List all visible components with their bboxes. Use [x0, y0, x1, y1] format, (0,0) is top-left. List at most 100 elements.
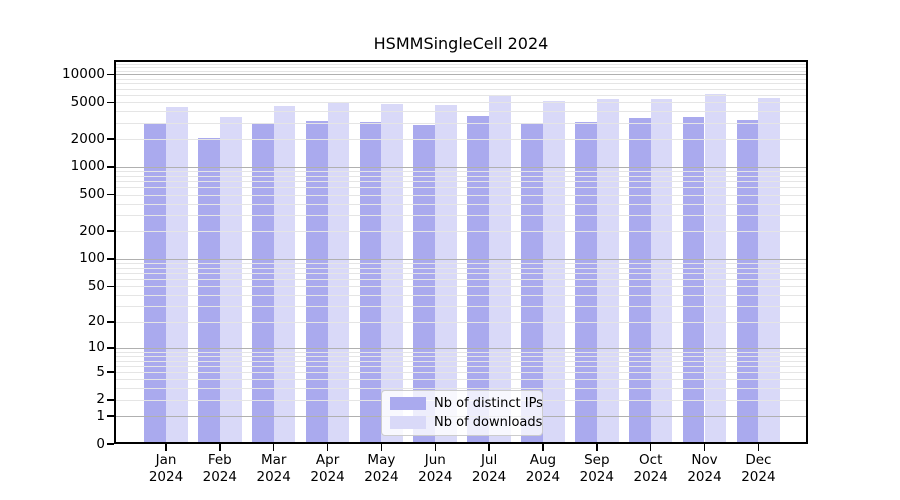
legend-item-distinct-ips: Nb of distinct IPs: [390, 396, 543, 411]
bar-distinct-ips: [736, 120, 759, 444]
x-tick: [488, 444, 490, 451]
legend: Nb of distinct IPs Nb of downloads: [381, 390, 543, 436]
legend-label-distinct-ips: Nb of distinct IPs: [434, 396, 543, 411]
x-tick: [219, 444, 221, 451]
minor-gridline: [114, 78, 808, 80]
bar-downloads: [542, 101, 565, 444]
bar-downloads: [273, 106, 296, 444]
legend-swatch-distinct-ips: [390, 397, 426, 410]
minor-gridline: [114, 351, 808, 353]
y-tick: [107, 258, 114, 260]
y-tick-label: 500: [79, 186, 105, 202]
minor-gridline: [114, 321, 808, 323]
x-tick-label: Jul 2024: [471, 452, 507, 485]
bar-downloads: [219, 116, 242, 444]
minor-gridline: [114, 67, 808, 69]
x-tick-label: Feb 2024: [202, 452, 237, 485]
y-tick: [107, 371, 114, 373]
y-tick: [107, 321, 114, 323]
minor-gridline: [114, 139, 808, 140]
minor-gridline: [114, 83, 808, 85]
x-tick-label: Jun 2024: [418, 452, 453, 485]
minor-gridline: [114, 181, 808, 183]
y-tick-label: 2: [96, 391, 105, 408]
minor-gridline: [114, 194, 808, 196]
minor-gridline: [114, 175, 808, 177]
x-tick-label: Jan 2024: [148, 452, 184, 485]
y-tick: [107, 166, 114, 168]
bar-distinct-ips: [682, 116, 705, 444]
y-tick-label: 20: [87, 313, 105, 330]
y-tick-label: 10: [87, 339, 105, 356]
y-tick-label: 100: [79, 250, 105, 267]
legend-label-downloads: Nb of downloads: [434, 415, 543, 430]
minor-gridline: [114, 122, 808, 124]
y-tick: [107, 138, 114, 140]
plot-area: 10000 5000 2000 1000 500 200 100 50 20 10 5 2 1 0 Jan…: [62, 60, 808, 485]
minor-gridline: [114, 388, 808, 390]
minor-gridline: [114, 306, 808, 308]
y-tick: [107, 347, 114, 349]
minor-gridline: [114, 379, 808, 381]
x-tick: [380, 444, 383, 451]
bar-downloads: [704, 94, 727, 444]
x-tick: [542, 444, 544, 451]
x-tick-label: Mar 2024: [256, 452, 291, 485]
major-gridline: [114, 166, 808, 168]
x-tick-label: Apr 2024: [310, 452, 345, 485]
minor-gridline: [114, 203, 808, 205]
y-tick-label: 1: [96, 407, 105, 424]
bar-downloads: [166, 106, 188, 444]
y-tick-label: 10000: [62, 65, 105, 82]
bar-distinct-ips: [575, 121, 597, 444]
y-tick-label: 0: [96, 435, 105, 452]
minor-gridline: [114, 215, 808, 216]
minor-gridline: [114, 231, 808, 233]
y-tick: [107, 101, 114, 103]
minor-gridline: [114, 263, 808, 264]
bar-distinct-ips: [198, 138, 220, 444]
minor-gridline: [114, 279, 808, 280]
major-gridline: [114, 258, 808, 260]
bar-distinct-ips: [305, 120, 328, 444]
bar-downloads: [435, 105, 458, 444]
y-tick: [107, 193, 114, 196]
y-tick-label: 5000: [70, 93, 105, 110]
minor-gridline: [114, 171, 808, 172]
bar-downloads: [381, 104, 404, 444]
x-tick: [757, 444, 760, 451]
major-gridline: [114, 347, 808, 349]
legend-item-downloads: Nb of downloads: [390, 415, 542, 430]
y-tick-label: 5: [96, 363, 105, 380]
x-tick: [272, 444, 275, 451]
bar-downloads: [596, 99, 619, 444]
minor-gridline: [114, 63, 808, 65]
x-tick-label: Nov 2024: [687, 452, 722, 485]
minor-gridline: [114, 365, 808, 367]
bar-distinct-ips: [144, 124, 166, 444]
minor-gridline: [114, 111, 808, 113]
x-tick-label: Sep 2024: [579, 452, 614, 485]
y-tick: [107, 73, 114, 76]
x-tick-label: Oct 2024: [633, 452, 668, 485]
y-tick: [107, 399, 114, 401]
x-tick: [326, 444, 329, 451]
bar-distinct-ips: [359, 122, 382, 444]
y-tick-label: 50: [87, 277, 105, 294]
x-tick-label: May 2024: [364, 452, 399, 485]
bar-downloads: [650, 98, 673, 444]
minor-gridline: [114, 88, 808, 90]
minor-gridline: [114, 267, 808, 269]
x-tick-label: Dec 2024: [741, 452, 776, 485]
minor-gridline: [114, 70, 808, 72]
y-tick: [107, 415, 114, 417]
x-tick: [434, 444, 436, 451]
x-tick: [649, 444, 652, 451]
y-tick: [107, 285, 114, 287]
minor-gridline: [114, 102, 808, 104]
minor-gridline: [114, 360, 808, 362]
minor-gridline: [114, 272, 808, 274]
bar-distinct-ips: [628, 118, 651, 444]
minor-gridline: [114, 355, 808, 357]
